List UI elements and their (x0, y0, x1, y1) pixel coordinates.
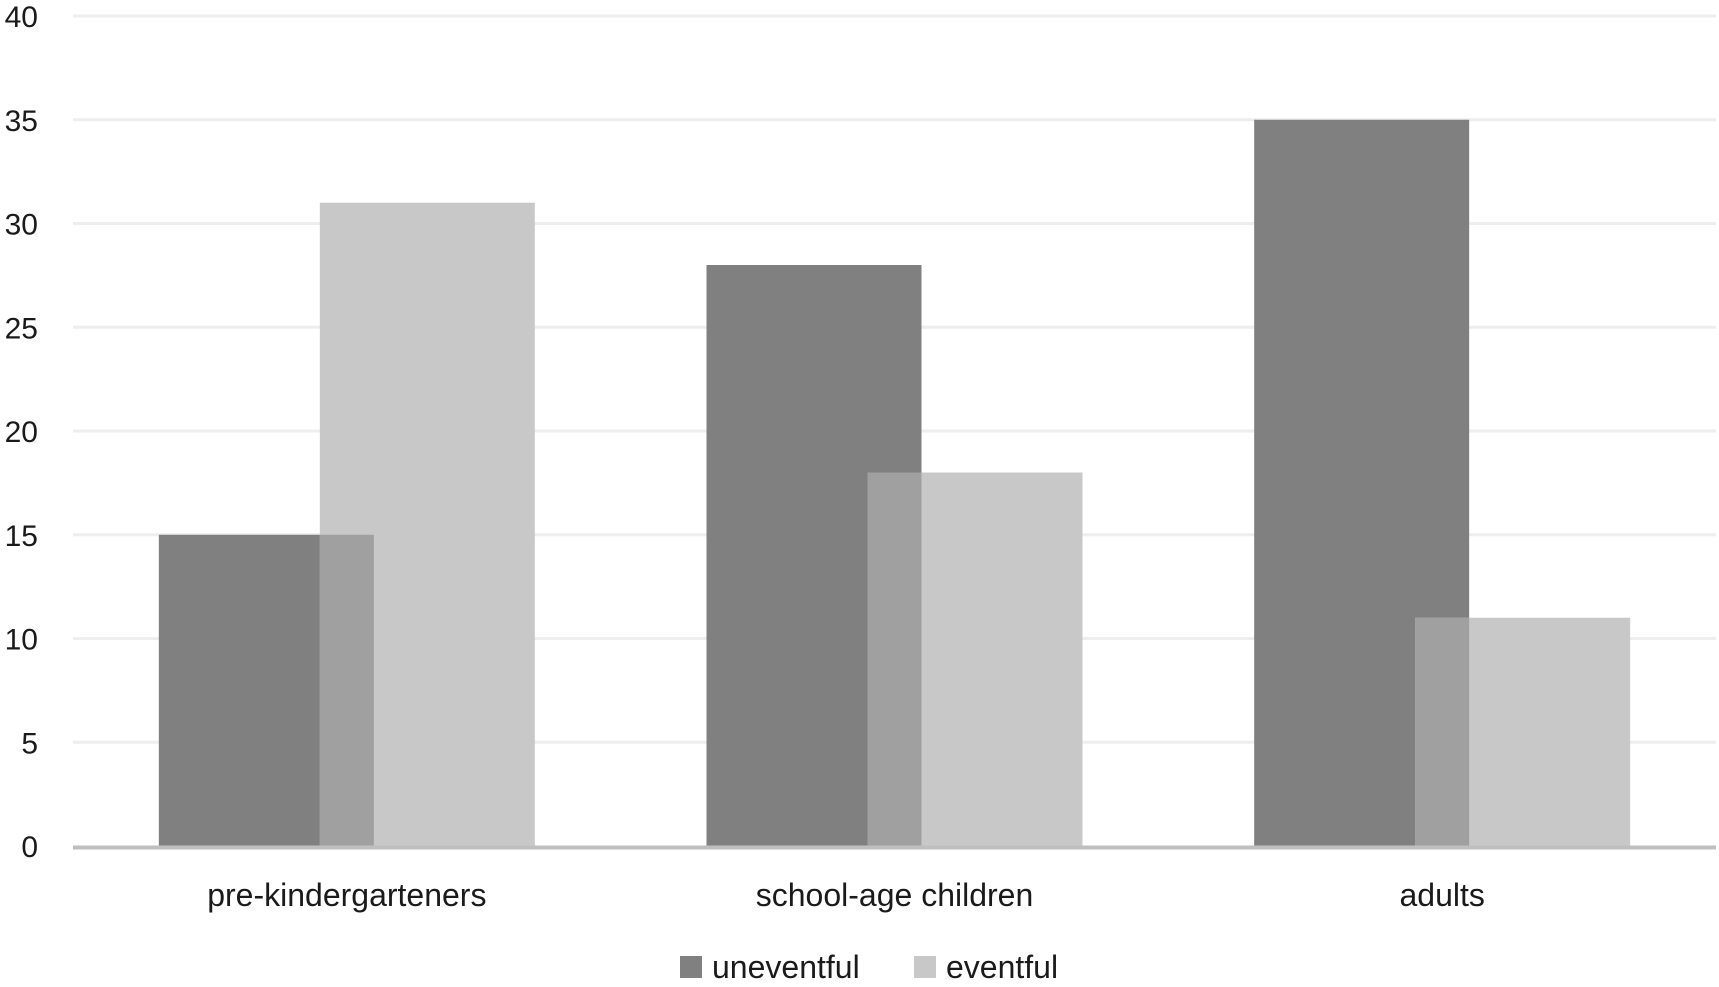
y-tick-label: 10 (5, 624, 38, 657)
bar-overlap-0 (319, 534, 374, 846)
bar-overlap-2 (1415, 617, 1470, 846)
bars (158, 119, 1631, 846)
y-tick-label: 25 (5, 312, 38, 345)
category-label: school-age children (756, 877, 1034, 913)
legend-label-eventful: eventful (946, 949, 1058, 985)
y-tick-label: 35 (5, 105, 38, 138)
category-label: adults (1399, 877, 1484, 913)
y-tick-label: 5 (21, 727, 38, 760)
y-tick-label: 20 (5, 416, 38, 449)
category-labels: pre-kindergarteners school-age children ad… (207, 877, 1485, 913)
y-tick-label: 0 (21, 831, 38, 864)
y-tick-label: 40 (5, 1, 38, 34)
bar-overlap-1 (867, 472, 922, 846)
category-label: pre-kindergarteners (207, 877, 486, 913)
y-tick-label: 15 (5, 520, 38, 553)
legend: uneventful eventful (680, 949, 1058, 985)
y-tick-label: 30 (5, 209, 38, 242)
legend-swatch-eventful (914, 956, 936, 978)
legend-label-uneventful: uneventful (712, 949, 860, 985)
legend-swatch-uneventful (680, 956, 702, 978)
y-axis-tick-labels: 0 5 10 15 20 25 30 35 40 (5, 1, 38, 864)
